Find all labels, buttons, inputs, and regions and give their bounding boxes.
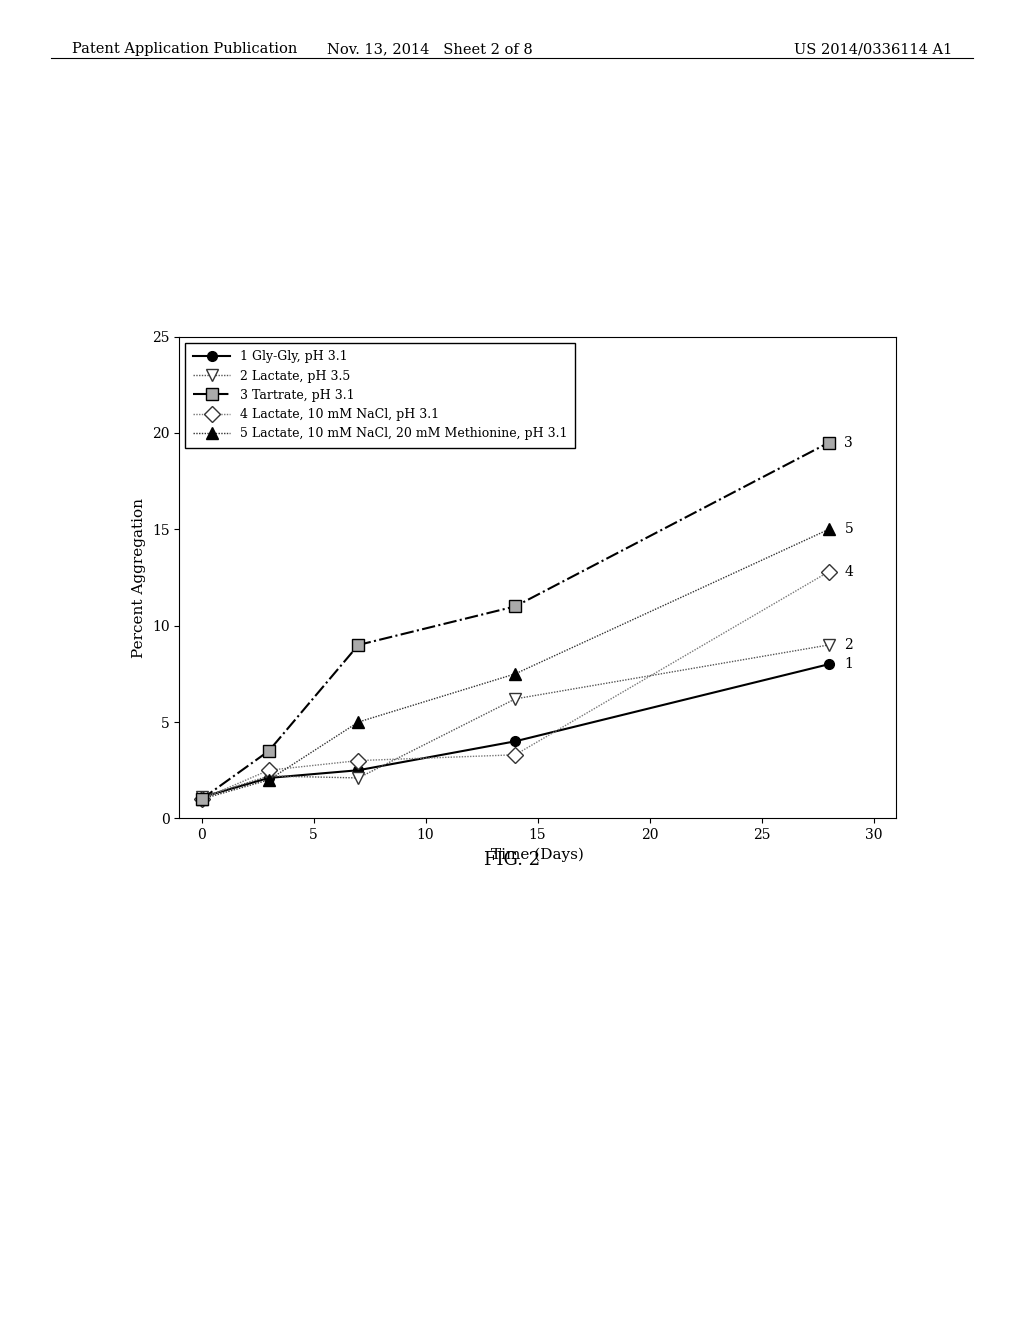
Text: 2: 2 xyxy=(845,638,853,652)
Text: Patent Application Publication: Patent Application Publication xyxy=(72,42,297,57)
Y-axis label: Percent Aggregation: Percent Aggregation xyxy=(132,498,146,657)
Text: Nov. 13, 2014   Sheet 2 of 8: Nov. 13, 2014 Sheet 2 of 8 xyxy=(328,42,532,57)
Text: 5: 5 xyxy=(845,523,853,536)
X-axis label: Time (Days): Time (Days) xyxy=(492,847,584,862)
Legend: 1 Gly-Gly, pH 3.1, 2 Lactate, pH 3.5, 3 Tartrate, pH 3.1, 4 Lactate, 10 mM NaCl,: 1 Gly-Gly, pH 3.1, 2 Lactate, pH 3.5, 3 … xyxy=(185,343,575,447)
Text: FIG. 2: FIG. 2 xyxy=(484,851,540,870)
Text: 3: 3 xyxy=(845,436,853,450)
Text: US 2014/0336114 A1: US 2014/0336114 A1 xyxy=(794,42,952,57)
Text: 4: 4 xyxy=(845,565,853,578)
Text: 1: 1 xyxy=(845,657,853,672)
